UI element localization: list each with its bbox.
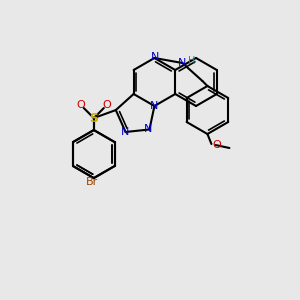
Text: Br: Br — [86, 177, 98, 187]
Text: N: N — [150, 101, 159, 111]
Text: O: O — [76, 100, 85, 110]
Text: S: S — [89, 112, 98, 124]
Text: H: H — [188, 56, 195, 66]
Text: O: O — [212, 140, 221, 150]
Text: N: N — [178, 58, 187, 68]
Text: N: N — [120, 127, 129, 137]
Text: N: N — [151, 52, 160, 62]
Text: O: O — [102, 100, 111, 110]
Text: N: N — [144, 124, 153, 134]
